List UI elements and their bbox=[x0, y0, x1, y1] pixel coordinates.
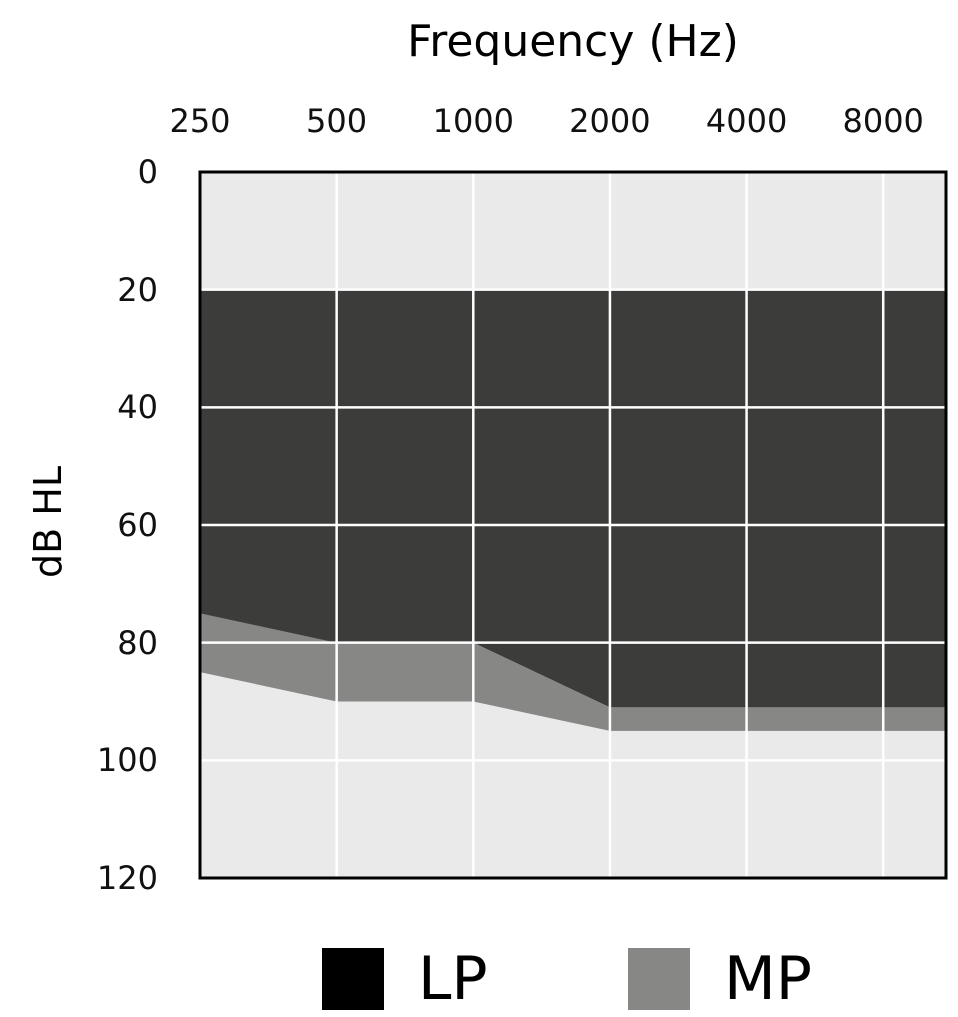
y-tick-label: 80 bbox=[117, 623, 158, 662]
x-tick-label: 2000 bbox=[569, 102, 651, 140]
band-lp bbox=[200, 289, 946, 708]
y-tick-label: 60 bbox=[117, 506, 158, 544]
legend-label-lp: LP bbox=[418, 944, 488, 1014]
plot-frame bbox=[198, 170, 948, 880]
x-tick-label: 4000 bbox=[705, 102, 788, 140]
legend-label-mp: MP bbox=[724, 944, 812, 1014]
y-tick-label: 40 bbox=[117, 388, 158, 427]
y-tick-label: 20 bbox=[117, 270, 158, 309]
legend-swatch-lp bbox=[322, 948, 384, 1010]
x-tick-label: 500 bbox=[306, 102, 368, 140]
y-tick-label: 120 bbox=[96, 859, 158, 897]
legend-item-lp: LP bbox=[322, 948, 488, 1010]
y-tick-label: 100 bbox=[96, 741, 158, 780]
legend-item-mp: MP bbox=[628, 948, 812, 1010]
legend-swatch-mp bbox=[628, 948, 690, 1010]
x-tick-label: 250 bbox=[169, 102, 231, 140]
x-tick-label: 1000 bbox=[432, 102, 515, 140]
chart-title: Frequency (Hz) bbox=[407, 16, 739, 67]
y-tick-label: 0 bbox=[137, 153, 158, 191]
x-tick-label: 8000 bbox=[842, 102, 924, 140]
